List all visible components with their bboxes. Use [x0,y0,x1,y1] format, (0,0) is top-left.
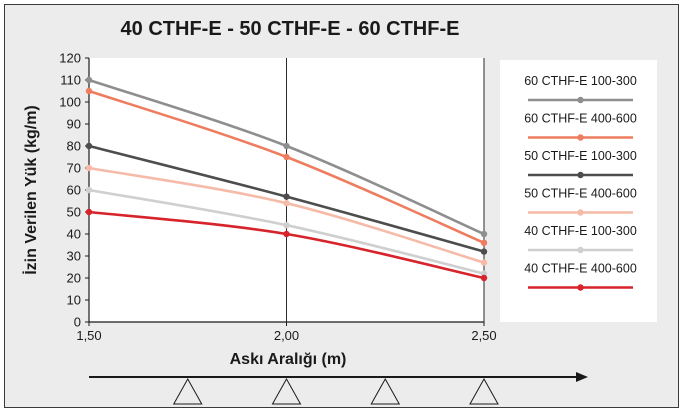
data-point [85,76,93,84]
legend-entry-label: 60 CTHF-E 400-600 [524,112,637,126]
support-triangle [370,377,401,405]
legend: 60 CTHF-E 100-300 60 CTHF-E 400-600 50 CTH… [524,74,637,291]
legend-swatch-marker [577,171,584,179]
data-point [480,274,488,282]
x-tick-label: 2,50 [471,328,496,343]
x-tick-labels: 1,50 2,00 2,50 [76,328,496,343]
data-point [85,87,93,95]
data-point [283,193,290,200]
legend-swatch-marker [577,284,584,291]
chart-frame: 40 CTHF-E - 50 CTHF-E - 60 CTHF-E 0 10 20 3… [4,4,679,408]
y-tick-label: 30 [67,249,81,264]
legend-swatch-marker [577,96,584,104]
legend-swatch-marker [577,246,584,254]
x-tick-label: 1,50 [76,328,101,343]
legend-entry-label: 40 CTHF-E 100-300 [524,224,637,238]
legend-entry-label: 40 CTHF-E 400-600 [524,262,637,276]
data-point [85,208,93,216]
data-point [85,164,93,172]
y-axis-label: İzin Verilen Yük (kg/m) [22,105,40,275]
data-point [283,230,290,238]
legend-entry-label: 60 CTHF-E 100-300 [524,74,637,88]
y-tick-label: 110 [60,73,81,88]
y-tick-label: 100 [59,95,81,110]
y-tick-label: 60 [67,183,81,198]
chart-canvas: 40 CTHF-E - 50 CTHF-E - 60 CTHF-E 0 10 20 3… [22,18,657,405]
support-triangle [469,377,499,405]
y-tick-label: 80 [67,139,81,154]
data-point [480,230,488,238]
data-point [283,153,290,161]
legend-entry-label: 50 CTHF-E 400-600 [524,187,637,201]
data-point [85,142,93,150]
data-point [283,200,290,207]
support-triangles [172,377,499,405]
support-triangle [271,377,302,405]
data-point [283,142,290,150]
y-tick-label: 90 [67,117,81,132]
y-tick-label: 20 [67,271,81,286]
data-point [85,186,93,194]
data-point [283,222,290,229]
span-diagram [89,372,588,405]
y-tick-label: 0 [74,315,81,330]
legend-swatch-marker [577,134,584,141]
data-point [480,259,488,266]
series-lines [85,76,488,282]
support-triangle [172,377,203,405]
chart-title: 40 CTHF-E - 50 CTHF-E - 60 CTHF-E [121,18,460,40]
y-tick-label: 50 [67,205,81,220]
x-axis-label: Askı Aralığı (m) [230,351,347,368]
data-point [480,270,488,277]
y-tick-label: 120 [59,51,81,66]
legend-swatch-marker [577,209,584,216]
y-tick-label: 10 [67,293,81,308]
x-tick-label: 2,00 [274,328,299,343]
y-tick-labels: 0 10 20 30 40 50 60 70 80 90 100 110 120 [59,51,81,330]
y-tick-label: 40 [67,227,81,242]
legend-entry-label: 50 CTHF-E 100-300 [524,149,637,163]
y-tick-label: 70 [67,161,81,176]
data-point [480,248,488,255]
data-point [480,239,488,246]
span-arrow-head [576,372,588,382]
legend-box [500,60,657,322]
